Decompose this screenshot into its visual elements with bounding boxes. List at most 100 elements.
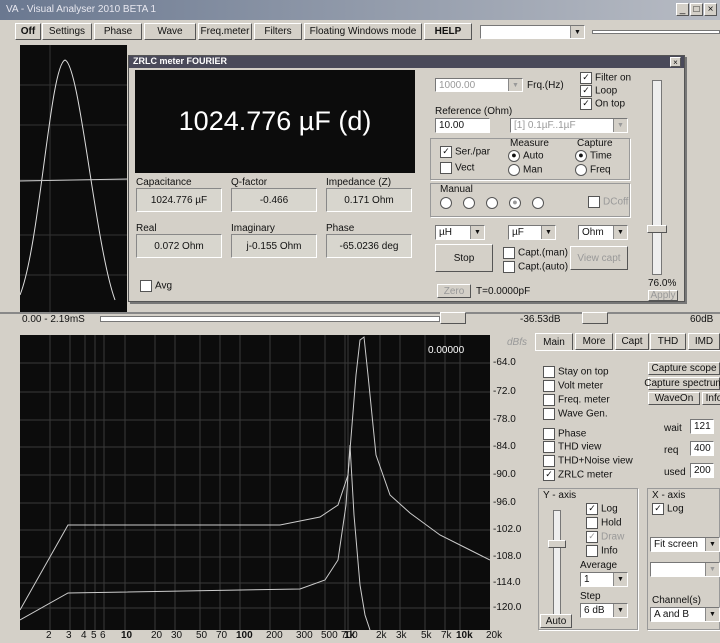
combo-box[interactable]: Ohm ▼ xyxy=(578,225,628,240)
radio[interactable]: ● xyxy=(509,197,524,209)
button[interactable]: Zero xyxy=(437,284,471,298)
slider-button[interactable] xyxy=(440,312,466,324)
value-cell: 0.072 Ohm xyxy=(136,234,222,258)
checkbox[interactable]: Info xyxy=(586,545,618,557)
scope-slider[interactable] xyxy=(100,316,440,322)
radio[interactable]: Freq xyxy=(575,164,611,176)
maximize-button[interactable]: □ xyxy=(690,3,703,16)
label-text: Filter on xyxy=(595,72,632,84)
button[interactable]: Phase xyxy=(94,23,142,40)
label: 20 xyxy=(151,630,163,641)
text-field[interactable]: 10.00 xyxy=(435,118,490,133)
checkbox[interactable]: ✓ Log xyxy=(586,503,618,515)
radio[interactable]: ● Auto xyxy=(508,150,544,162)
combo-arrow[interactable]: ▼ xyxy=(705,563,719,576)
button[interactable]: More xyxy=(575,333,613,350)
combo-box[interactable]: A and B ▼ xyxy=(650,607,720,622)
checkbox[interactable]: ✓ Log xyxy=(652,503,684,515)
checkbox[interactable]: ✓ Filter on xyxy=(580,72,631,84)
button[interactable]: Capture spectrum xyxy=(644,377,720,390)
slider-button[interactable] xyxy=(582,312,608,324)
combo-arrow[interactable]: ▼ xyxy=(613,573,627,586)
text-field[interactable]: 121 xyxy=(690,419,714,434)
combo-box[interactable]: 1 ▼ xyxy=(580,572,628,587)
radio[interactable]: ● Time xyxy=(575,150,612,162)
button[interactable]: Filters xyxy=(254,23,302,40)
combo-box[interactable]: 6 dB ▼ xyxy=(580,603,628,618)
close-button[interactable]: × xyxy=(704,3,717,16)
button[interactable]: HELP xyxy=(424,23,472,40)
combo-box[interactable]: [1] 0.1µF..1µF ▼ xyxy=(510,118,628,133)
label-text: Avg xyxy=(155,280,173,292)
checkbox[interactable]: Capt.(man) xyxy=(503,247,568,259)
checkbox[interactable]: DCoff xyxy=(588,196,628,208)
text-field[interactable]: 200 xyxy=(690,463,714,478)
button[interactable]: Stop xyxy=(435,244,493,272)
combo-arrow[interactable]: ▼ xyxy=(613,226,627,239)
checkbox[interactable]: ✓ Draw xyxy=(586,531,624,543)
checkbox[interactable]: Avg xyxy=(140,280,172,292)
button[interactable]: Capt xyxy=(615,333,649,350)
checkbox[interactable]: ✓ Ser./par xyxy=(440,146,490,158)
combo-arrow[interactable]: ▼ xyxy=(470,226,484,239)
combo-box[interactable]: µF ▼ xyxy=(508,225,556,240)
checkbox[interactable]: THD view xyxy=(543,441,601,453)
button[interactable]: IMD xyxy=(688,333,720,350)
button[interactable]: Main xyxy=(535,333,573,350)
button[interactable]: Auto xyxy=(540,614,572,628)
checkbox[interactable]: Capt.(auto) xyxy=(503,261,568,273)
radio[interactable]: Man xyxy=(508,164,542,176)
combo-arrow[interactable]: ▼ xyxy=(570,26,584,38)
slider-thumb[interactable] xyxy=(548,540,566,548)
combo-box[interactable]: ▼ xyxy=(650,562,720,577)
combo-arrow[interactable]: ▼ xyxy=(613,119,627,132)
label: Capture xyxy=(577,138,613,149)
checkbox[interactable]: Phase xyxy=(543,428,586,440)
combo-arrow[interactable]: ▼ xyxy=(541,226,555,239)
checkbox[interactable]: Hold xyxy=(586,517,622,529)
button[interactable]: Settings xyxy=(42,23,92,40)
checkbox[interactable]: Wave Gen. xyxy=(543,408,608,420)
checkbox[interactable]: THD+Noise view xyxy=(543,455,633,467)
button[interactable]: Floating Windows mode xyxy=(304,23,422,40)
checkbox[interactable]: ✓ On top xyxy=(580,98,625,110)
button[interactable]: View capt xyxy=(570,246,628,270)
label: Y - axis xyxy=(543,490,577,501)
top-slider[interactable] xyxy=(592,30,720,34)
checkbox[interactable]: Stay on top xyxy=(543,366,609,378)
label: 2k xyxy=(376,630,387,641)
slider-thumb[interactable] xyxy=(647,225,667,233)
button[interactable]: Capture scope xyxy=(648,362,720,375)
combo-arrow[interactable]: ▼ xyxy=(613,604,627,617)
checkbox[interactable]: Freq. meter xyxy=(543,394,610,406)
button[interactable]: Wave xyxy=(144,23,196,40)
label-text: Fit screen xyxy=(654,539,698,550)
button[interactable]: THD xyxy=(650,333,686,350)
button[interactable]: Info xyxy=(702,392,720,405)
level-slider[interactable] xyxy=(652,80,662,275)
checkbox[interactable]: ✓ ZRLC meter xyxy=(543,469,612,481)
text-field[interactable]: 400 xyxy=(690,441,714,456)
dialog-close[interactable]: × xyxy=(670,57,681,67)
radio[interactable] xyxy=(463,197,478,209)
combo-arrow[interactable]: ▼ xyxy=(705,538,719,551)
checkbox[interactable]: ✓ Loop xyxy=(580,85,617,97)
combo-arrow[interactable]: ▼ xyxy=(705,608,719,621)
combo-box[interactable]: µH ▼ xyxy=(435,225,485,240)
radio[interactable] xyxy=(440,197,455,209)
combo-arrow[interactable]: ▼ xyxy=(508,79,522,91)
minimize-button[interactable]: _ xyxy=(676,3,689,16)
button[interactable]: WaveOn xyxy=(648,392,700,405)
combo-box[interactable]: ▼ xyxy=(480,25,585,39)
checkbox[interactable]: Volt meter xyxy=(543,380,603,392)
combo-box[interactable]: Fit screen ▼ xyxy=(650,537,720,552)
button[interactable]: Freq.meter xyxy=(198,23,252,40)
combo-box[interactable]: 1000.00 ▼ xyxy=(435,78,523,92)
y-axis-slider[interactable] xyxy=(553,510,561,615)
button[interactable]: Off xyxy=(15,23,41,40)
radio[interactable] xyxy=(532,197,547,209)
label: 5k xyxy=(421,630,432,641)
radio[interactable] xyxy=(486,197,501,209)
button[interactable]: Apply xyxy=(648,290,678,301)
checkbox[interactable]: Vect xyxy=(440,162,474,174)
